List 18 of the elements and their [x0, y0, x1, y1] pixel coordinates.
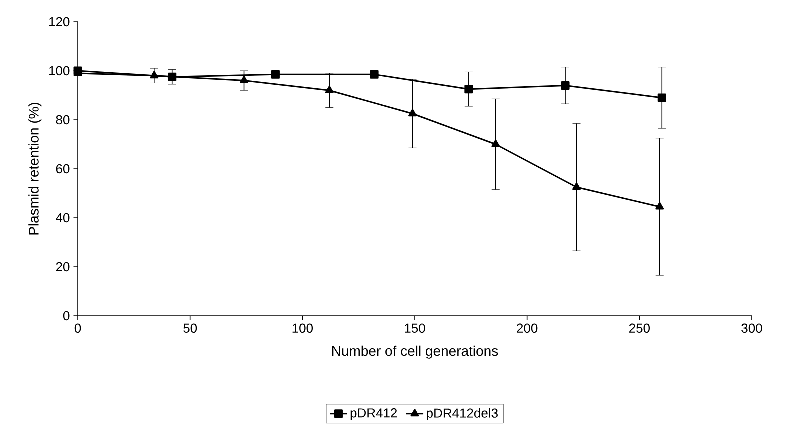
y-tick-label: 80: [56, 115, 70, 125]
y-tick-label: 0: [63, 311, 70, 321]
y-axis-title: Plasmid retention (%): [28, 102, 42, 235]
x-tick-label: 50: [184, 324, 198, 333]
y-tick-label: 120: [50, 17, 70, 27]
x-tick-label: 300: [742, 324, 762, 333]
x-tick-label: 200: [517, 324, 538, 333]
x-tick-label: 250: [629, 324, 650, 333]
x-axis-title: Number of cell generations: [332, 346, 498, 359]
x-tick-label: 100: [292, 324, 314, 333]
legend-label: pDR412: [350, 408, 398, 420]
y-tick-label: 40: [56, 213, 70, 223]
legend-label: pDR412del3: [427, 408, 498, 421]
y-tick-label: 60: [56, 164, 70, 174]
x-tick-label: 0: [74, 324, 82, 333]
y-tick-label: 100: [50, 66, 70, 76]
x-tick-label: 150: [405, 324, 426, 333]
y-tick-label: 20: [56, 262, 70, 272]
